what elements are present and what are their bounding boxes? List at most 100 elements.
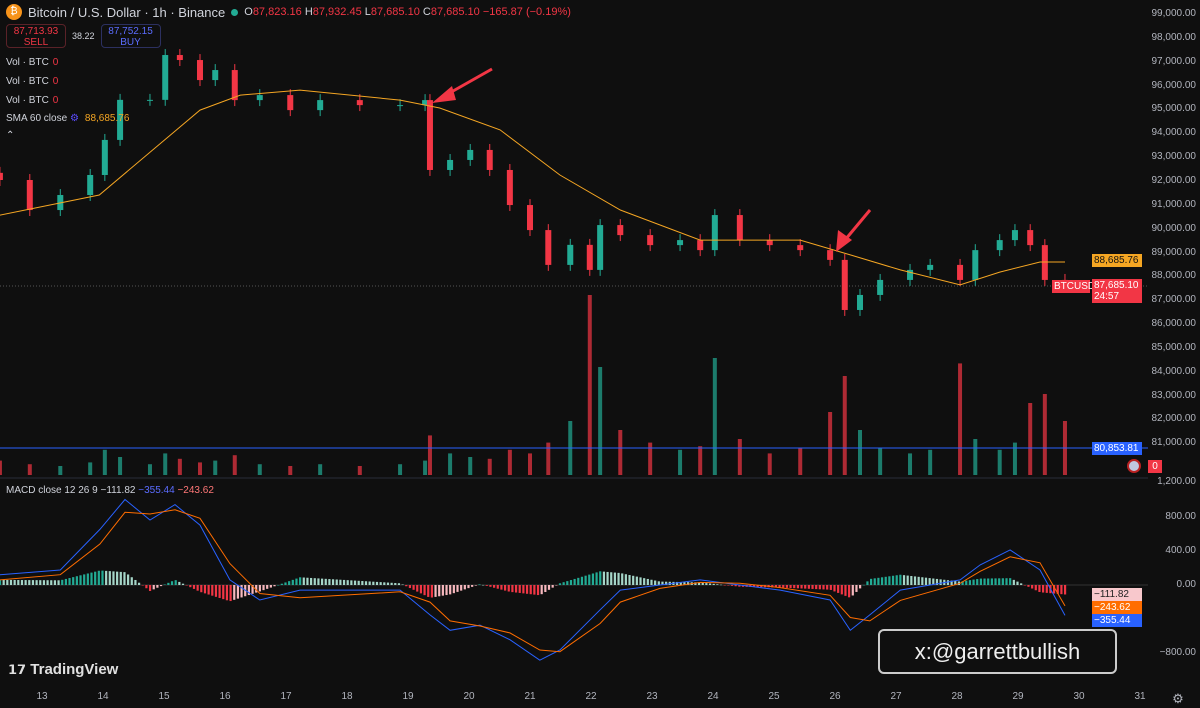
- histogram-bar: [826, 585, 829, 590]
- legend-vol-2[interactable]: Vol · BTC 0: [6, 76, 59, 87]
- time-tick: 25: [768, 691, 780, 702]
- price-tick: 98,000.00: [1151, 31, 1197, 43]
- settings-gear-icon[interactable]: ⚙: [1172, 691, 1184, 706]
- volume-bar: [842, 376, 847, 475]
- histogram-bar: [932, 578, 935, 585]
- spread: 38.22: [72, 31, 95, 41]
- market-status-icon: [231, 8, 239, 16]
- histogram-bar: [804, 585, 807, 589]
- histogram-bar: [419, 585, 423, 594]
- candle-body: [256, 95, 263, 101]
- histogram-bar: [493, 585, 496, 588]
- histogram-bar: [342, 579, 346, 585]
- legend-vol-1[interactable]: Vol · BTC 0: [6, 57, 59, 68]
- histogram-bar: [738, 585, 741, 587]
- candle-body: [426, 100, 433, 170]
- histogram-bar: [64, 578, 67, 585]
- time-tick: 18: [341, 691, 353, 702]
- sell-button[interactable]: 87,713.93 SELL: [6, 24, 66, 48]
- volume-bar: [1012, 442, 1017, 475]
- histogram-bar: [181, 583, 185, 585]
- histogram-bar: [507, 585, 510, 592]
- histogram-bar: [514, 585, 518, 593]
- collapse-legend-icon[interactable]: ⌃: [6, 130, 15, 141]
- settings-icon[interactable]: ⚙: [69, 113, 79, 124]
- histogram-bar: [456, 585, 459, 592]
- macd-legend[interactable]: MACD close 12 26 9 −111.82 −355.44 −243.…: [6, 485, 214, 496]
- histogram-bar: [1060, 585, 1063, 595]
- histogram-bar: [789, 585, 792, 589]
- tradingview-logo[interactable]: 𝟭𝟳 TradingView: [8, 661, 119, 678]
- candle-body: [1011, 230, 1018, 241]
- volume-bar: [448, 453, 453, 475]
- candle-body: [736, 215, 743, 241]
- histogram-bar: [1001, 578, 1004, 585]
- volume-bar: [468, 457, 473, 475]
- histogram-bar: [686, 582, 690, 585]
- histogram-bar: [873, 578, 876, 585]
- histogram-bar: [551, 585, 554, 588]
- histogram-bar: [877, 577, 880, 585]
- histogram-bar: [225, 585, 229, 601]
- volume-zero-tag: 0: [1148, 460, 1162, 473]
- histogram-bar: [785, 585, 789, 588]
- legend-sma[interactable]: SMA 60 close ⚙ 88,685.76: [6, 113, 130, 124]
- histogram-bar: [573, 578, 576, 585]
- histogram-bar: [430, 585, 433, 598]
- price-tick: 90,000.00: [1151, 222, 1197, 234]
- histogram-bar: [983, 578, 986, 585]
- histogram-bar: [130, 577, 133, 585]
- histogram-bar: [375, 581, 379, 585]
- price-tick: 88,000.00: [1151, 270, 1197, 282]
- histogram-bar: [807, 585, 810, 589]
- candle-body: [196, 60, 203, 81]
- hline-price-tag[interactable]: 80,853.81: [1092, 442, 1142, 455]
- candle-body: [506, 169, 513, 206]
- us-flag-event-icon[interactable]: [1127, 459, 1141, 473]
- histogram-bar: [511, 585, 514, 593]
- histogram-bar: [137, 582, 141, 585]
- histogram-bar: [588, 574, 591, 585]
- volume-bar: [878, 448, 883, 475]
- histogram-bar: [1063, 585, 1067, 595]
- histogram-bar: [884, 576, 887, 585]
- arrow-annotation-1[interactable]: [432, 67, 493, 103]
- signal-value-tag: −243.62: [1092, 601, 1142, 614]
- candle-body: [162, 55, 169, 100]
- macd-value-tag: −111.82: [1092, 588, 1142, 601]
- histogram-bar: [1020, 583, 1023, 585]
- histogram-bar: [756, 585, 759, 588]
- histogram-bar: [379, 582, 382, 585]
- histogram-bar: [562, 582, 565, 585]
- histogram-bar: [1023, 585, 1026, 586]
- histogram-bar: [328, 579, 331, 585]
- volume-bar: [213, 460, 218, 475]
- histogram-bar: [145, 585, 148, 589]
- volume-bar: [0, 460, 2, 475]
- histogram-bar: [921, 577, 924, 585]
- histogram-bar: [320, 578, 324, 585]
- price-tick: 85,000.00: [1151, 341, 1197, 353]
- legend-vol-3[interactable]: Vol · BTC 0: [6, 95, 59, 106]
- histogram-bar: [840, 585, 843, 595]
- histogram-bar: [935, 578, 939, 585]
- histogram-bar: [266, 585, 269, 589]
- histogram-bar: [624, 574, 627, 585]
- symbol-title[interactable]: Bitcoin / U.S. Dollar · 1h · Binance: [28, 4, 226, 20]
- buy-button[interactable]: 87,752.15 BUY: [100, 24, 161, 48]
- trade-panel: 87,713.93 SELL 38.22 87,752.15 BUY: [6, 24, 161, 48]
- histogram-bar: [869, 578, 873, 585]
- histogram-bar: [1012, 579, 1015, 585]
- histogram-bar: [606, 571, 609, 585]
- time-tick: 21: [524, 691, 536, 702]
- macd-tick: 1,200.00: [1157, 476, 1196, 488]
- candle-body: [586, 244, 593, 270]
- histogram-bar: [998, 578, 1001, 585]
- histogram-bar: [405, 585, 408, 587]
- histogram-bar: [112, 571, 115, 585]
- histogram-bar: [895, 575, 898, 585]
- arrow-annotation-2[interactable]: [836, 209, 872, 252]
- histogram-bar: [408, 585, 412, 589]
- histogram-bar: [544, 585, 547, 592]
